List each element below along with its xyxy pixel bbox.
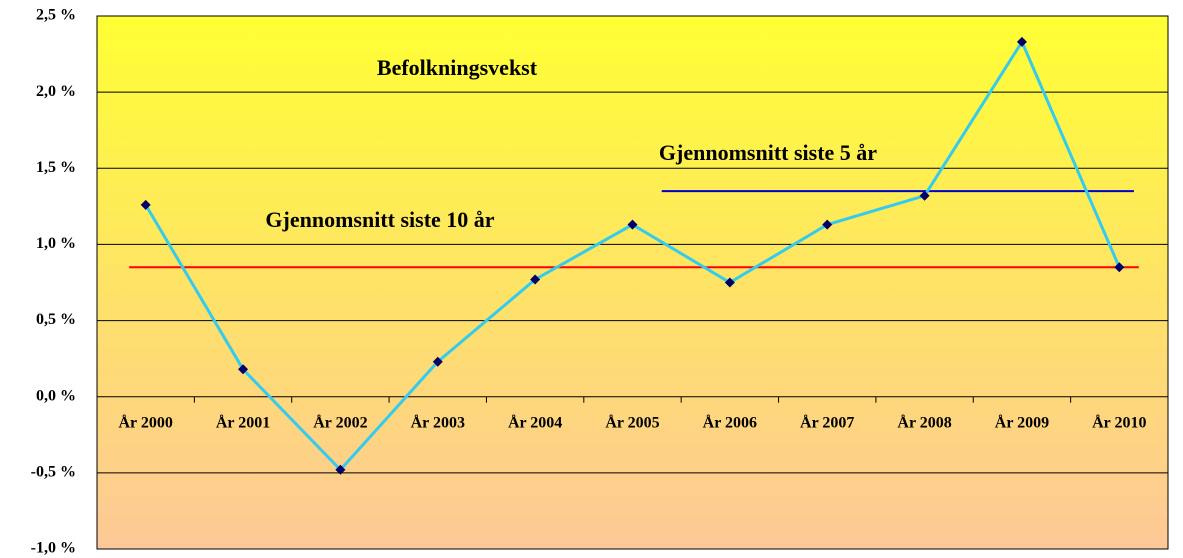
x-tick-label: År 2009 <box>995 413 1049 431</box>
y-tick-label: 2,5 % <box>36 7 76 24</box>
x-tick-label: År 2000 <box>118 413 172 431</box>
chart-title: Befolkningsvekst <box>377 55 538 80</box>
x-tick-label: År 2006 <box>703 413 757 431</box>
x-tick-label: År 2008 <box>897 413 951 431</box>
data-point <box>238 364 249 375</box>
x-tick-label: År 2004 <box>508 413 562 431</box>
y-tick-label: 0,5 % <box>36 311 76 328</box>
y-tick-label: -1,0 % <box>31 540 76 557</box>
x-tick-label: År 2003 <box>411 413 465 431</box>
reference-label: Gjennomsnitt siste 10 år <box>265 207 494 232</box>
data-point <box>822 219 833 230</box>
data-point <box>627 219 638 230</box>
data-point <box>919 190 930 201</box>
x-tick-label: År 2007 <box>800 413 854 431</box>
plot-area <box>96 15 1169 550</box>
y-tick-label: -0,5 % <box>31 464 76 481</box>
x-tick-label: År 2002 <box>313 413 367 431</box>
data-point <box>1114 262 1125 273</box>
x-tick-label: År 2001 <box>216 413 270 431</box>
data-point <box>1016 36 1027 47</box>
y-tick-label: 0,0 % <box>36 387 76 404</box>
data-point <box>530 274 541 285</box>
data-point <box>724 277 735 288</box>
x-tick-label: År 2010 <box>1092 413 1146 431</box>
data-point <box>335 464 346 475</box>
data-point <box>140 199 151 210</box>
y-tick-label: 1,5 % <box>36 159 76 176</box>
x-tick-label: År 2005 <box>605 413 659 431</box>
y-tick-label: 1,0 % <box>36 235 76 252</box>
reference-label: Gjennomsnitt siste 5 år <box>659 140 877 165</box>
y-tick-label: 2,0 % <box>36 83 76 100</box>
data-point <box>432 356 443 367</box>
